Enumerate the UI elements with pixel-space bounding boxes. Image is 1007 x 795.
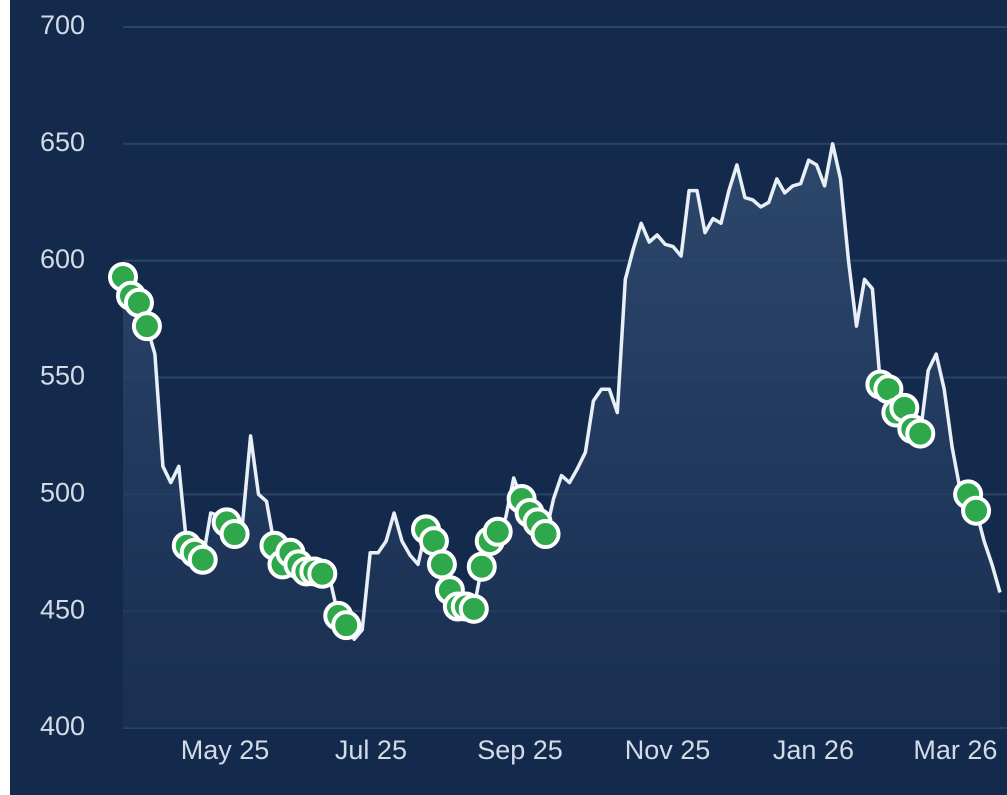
y-tick-label: 600 [40,244,85,274]
line [121,142,1002,641]
marker [131,311,162,342]
marker [426,549,457,580]
x-tick-label: Jul 25 [335,735,407,765]
x-tick-label: Jan 26 [773,735,854,765]
plot [108,142,1002,729]
marker [530,519,561,550]
y-tick-label: 700 [40,10,85,40]
marker [187,544,218,575]
y-tick-label: 450 [40,594,85,624]
x-tick-label: Mar 26 [913,735,997,765]
marker [307,558,338,589]
x-tick-label: Nov 25 [625,735,711,765]
marker [331,610,362,641]
area [123,143,1000,729]
labels: 400 450 500 550 600 650 700 May 25 Jul 25 Sep 25 N… [40,10,997,765]
y-tick-label: 550 [40,361,85,391]
y-tick-label: 500 [40,477,85,507]
y-tick-label: 650 [40,127,85,157]
marker [458,593,489,624]
marker [482,516,513,547]
x-tick-label: May 25 [181,735,270,765]
marker [905,418,936,449]
marker [466,551,497,582]
y-tick-label: 400 [40,711,85,741]
marker [961,495,992,526]
marker [219,519,250,550]
x-tick-label: Sep 25 [477,735,563,765]
